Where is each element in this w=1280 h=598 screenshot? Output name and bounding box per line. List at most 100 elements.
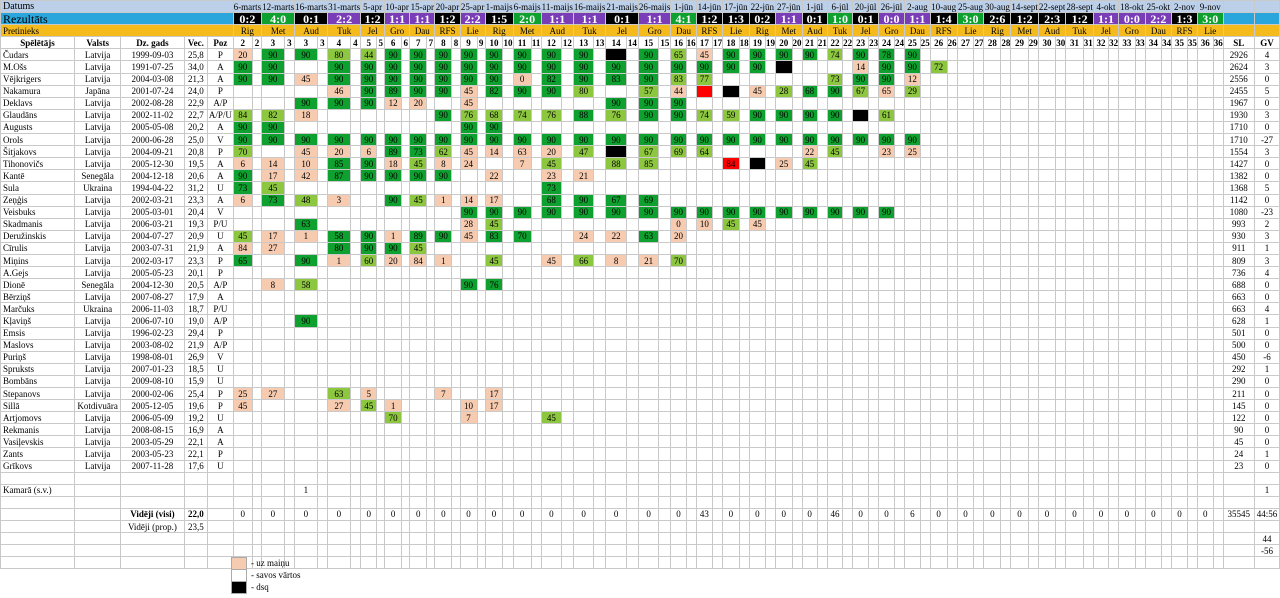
minutes-cell[interactable]: 45 [540, 157, 563, 171]
note-cell[interactable] [451, 459, 461, 473]
result-cell[interactable]: 2:2 [327, 12, 362, 26]
note-cell[interactable] [712, 108, 724, 122]
note-cell[interactable] [842, 133, 854, 147]
blank-cell[interactable] [502, 520, 514, 534]
blank-cell[interactable] [434, 544, 453, 558]
minutes-cell[interactable]: 90 [748, 60, 767, 74]
blank-cell[interactable] [512, 483, 532, 497]
minutes-cell[interactable] [1144, 108, 1163, 122]
blank-cell[interactable] [748, 483, 767, 497]
note-cell[interactable] [1212, 145, 1224, 159]
note-cell[interactable] [973, 266, 985, 280]
minutes-cell[interactable]: 20 [327, 145, 351, 159]
minutes-cell[interactable]: 45 [409, 157, 428, 171]
note-cell[interactable] [658, 326, 672, 340]
note-cell[interactable] [1161, 435, 1173, 449]
note-cell[interactable] [451, 205, 461, 219]
minutes-cell[interactable]: 45 [459, 84, 478, 98]
minutes-cell[interactable] [572, 399, 595, 413]
minutes-cell[interactable] [232, 423, 253, 437]
note-cell[interactable] [1055, 60, 1067, 74]
minutes-cell[interactable]: 90 [904, 48, 921, 62]
blank-cell[interactable] [816, 483, 828, 497]
note-cell[interactable] [251, 108, 263, 122]
minutes-cell[interactable]: 23 [878, 145, 896, 159]
blank-cell[interactable] [384, 544, 403, 558]
minutes-cell[interactable] [512, 253, 532, 268]
note-cell[interactable] [919, 217, 931, 231]
minutes-cell[interactable] [327, 290, 351, 304]
blank-cell[interactable] [316, 507, 329, 522]
minutes-cell[interactable] [748, 157, 767, 171]
blank-cell[interactable] [1212, 532, 1224, 546]
blank-cell[interactable] [1222, 532, 1255, 546]
minutes-cell[interactable] [1144, 229, 1163, 243]
note-cell[interactable] [593, 157, 607, 171]
note-cell[interactable] [426, 181, 436, 195]
note-cell[interactable] [816, 314, 828, 328]
blank-cell[interactable] [973, 483, 985, 497]
note-cell[interactable] [1212, 314, 1224, 328]
note-cell[interactable] [1134, 72, 1146, 86]
note-cell[interactable] [530, 423, 542, 437]
note-cell[interactable] [349, 447, 362, 461]
minutes-cell[interactable] [261, 459, 285, 473]
blank-cell[interactable] [1118, 532, 1136, 546]
player-country[interactable]: Latvija [74, 326, 122, 340]
minutes-cell[interactable] [1118, 290, 1136, 304]
minutes-cell[interactable] [261, 326, 285, 340]
note-cell[interactable] [625, 350, 639, 364]
note-cell[interactable] [1027, 435, 1039, 449]
note-cell[interactable] [502, 435, 514, 449]
note-cell[interactable] [685, 386, 697, 401]
blank-cell[interactable] [384, 483, 403, 497]
minutes-cell[interactable] [904, 241, 921, 255]
minutes-cell[interactable] [670, 362, 687, 376]
round-number[interactable]: 2 [232, 36, 253, 50]
blank-cell[interactable] [183, 556, 209, 570]
player-sl[interactable]: 292 [1222, 362, 1255, 376]
note-cell[interactable] [685, 338, 697, 352]
note-cell[interactable] [316, 72, 329, 86]
note-cell[interactable] [791, 386, 803, 401]
note-cell[interactable] [868, 205, 880, 219]
minutes-cell[interactable] [360, 181, 378, 195]
minutes-cell[interactable] [904, 229, 921, 243]
blank-cell[interactable] [929, 471, 948, 485]
minutes-cell[interactable] [670, 399, 687, 413]
date-cell[interactable]: 10-aug [929, 0, 958, 14]
blank-cell[interactable] [983, 471, 1002, 485]
note-cell[interactable] [894, 120, 906, 135]
minutes-cell[interactable] [826, 60, 844, 74]
note-cell[interactable] [868, 229, 880, 243]
blank-cell[interactable] [561, 520, 574, 534]
note-cell[interactable] [1055, 459, 1067, 473]
player-birth[interactable]: 2007-08-27 [120, 290, 185, 304]
minutes-cell[interactable] [434, 399, 453, 413]
minutes-cell[interactable] [852, 302, 870, 316]
minutes-cell[interactable] [1092, 253, 1110, 268]
note-cell[interactable] [625, 338, 639, 352]
blank-cell[interactable] [1010, 520, 1029, 534]
blank-cell[interactable] [294, 556, 318, 570]
blank-cell[interactable] [605, 483, 627, 497]
blank-cell[interactable] [842, 495, 854, 509]
blank-cell[interactable] [484, 532, 504, 546]
minutes-cell[interactable] [1144, 96, 1163, 110]
blank-cell[interactable] [1065, 520, 1084, 534]
blank-cell[interactable] [685, 556, 697, 570]
minutes-cell[interactable] [1196, 435, 1214, 449]
note-cell[interactable] [1055, 145, 1067, 159]
note-cell[interactable] [1082, 120, 1094, 135]
player-birth[interactable]: 1996-02-23 [120, 326, 185, 340]
blank-cell[interactable] [74, 544, 122, 558]
note-cell[interactable] [530, 205, 542, 219]
note-cell[interactable] [1055, 447, 1067, 461]
note-cell[interactable] [738, 205, 750, 219]
minutes-cell[interactable] [409, 399, 428, 413]
round-number-sub[interactable]: 36 [1212, 36, 1224, 50]
round-number[interactable]: 19 [748, 36, 767, 50]
blank-cell[interactable]: 1 [294, 483, 318, 497]
player-sl[interactable]: 145 [1222, 399, 1255, 413]
minutes-cell[interactable] [826, 314, 844, 328]
